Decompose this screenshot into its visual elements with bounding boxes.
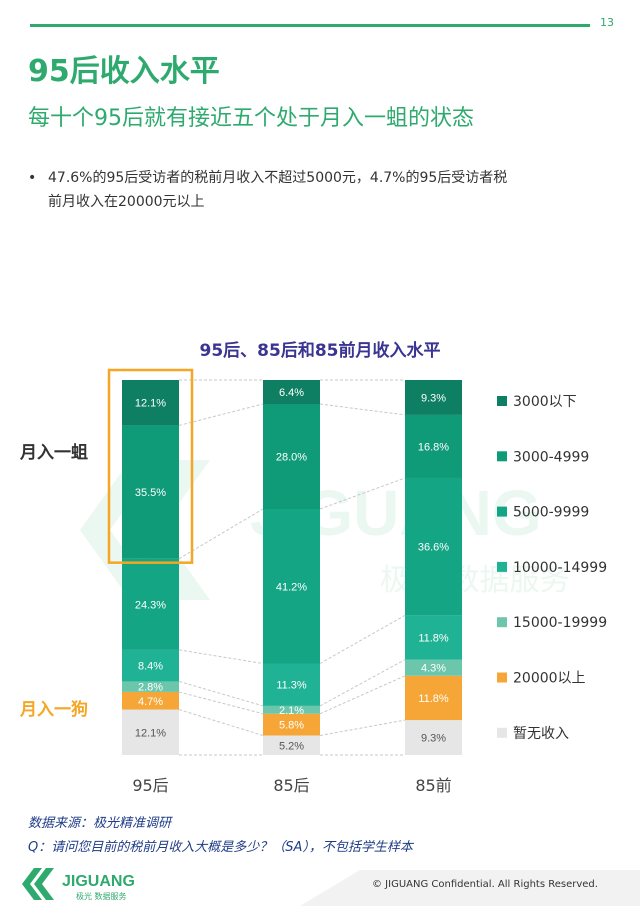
footer-bar	[0, 870, 640, 906]
bar-segment	[405, 477, 462, 616]
data-label: 2.1%	[279, 705, 304, 717]
legend-swatch	[497, 727, 507, 738]
page-title: 95后收入水平	[28, 54, 220, 89]
bar-segment	[263, 705, 320, 714]
legend-swatch	[497, 617, 507, 628]
bar-segment	[122, 649, 179, 682]
legend-swatch	[497, 396, 507, 406]
connector-line	[178, 691, 264, 715]
legend-label: 3000以下	[513, 394, 577, 410]
legend: 3000以下 3000-4999 5000-9999 10000-14999 15000…	[497, 394, 607, 742]
legend-swatch	[497, 451, 507, 462]
data-label: 12.1%	[135, 398, 166, 410]
bar-segment	[405, 659, 462, 676]
data-label: 28.0%	[276, 452, 307, 464]
bullet-dot-icon: •	[28, 170, 37, 186]
logo-subtext: 极光 数据服务	[76, 891, 127, 901]
annotation-yiqu: 月入一蛆	[19, 443, 88, 463]
highlight-box	[107, 368, 194, 564]
bar-segment	[405, 414, 462, 478]
legend-label: 3000-4999	[513, 449, 589, 465]
data-label: 8.4%	[138, 661, 163, 673]
connector-line	[319, 675, 406, 715]
bullet-line-1: 47.6%的95后受访者的税前月收入不超过5000元，4.7%的95后受访者税	[48, 170, 508, 186]
bar-segment	[122, 380, 179, 426]
bar-segment	[263, 404, 320, 509]
data-label: 4.3%	[421, 663, 446, 675]
data-label: 12.1%	[135, 727, 166, 739]
bar-segment	[122, 558, 179, 650]
bar-segment	[122, 681, 179, 692]
bar-segment	[405, 615, 462, 660]
data-label: 2.8%	[138, 682, 163, 694]
legend-label: 暂无收入	[513, 726, 569, 742]
income-chart: 95后、85后和85前月收入水平 12.1% 4.7% 2.8% 8.4% 24.3% 3…	[19, 340, 607, 795]
legend-swatch	[497, 672, 507, 683]
bar-segment	[122, 709, 179, 755]
connector-line	[319, 477, 406, 510]
data-label: 5.2%	[279, 740, 304, 752]
bar-segment	[405, 380, 462, 415]
chart-title: 95后、85后和85前月收入水平	[200, 340, 441, 361]
bullet-line-2: 前月收入在20000元以上	[48, 194, 205, 210]
bar-segment	[405, 720, 462, 755]
top-divider	[30, 24, 590, 27]
legend-label: 15000-19999	[513, 615, 607, 631]
data-label: 11.8%	[418, 633, 449, 645]
data-label: 5.8%	[279, 720, 304, 732]
data-source: 数据来源：极光精准调研	[28, 816, 172, 831]
page-number: 13	[600, 16, 614, 29]
bar-segment	[263, 735, 320, 755]
legend-swatch	[497, 561, 507, 572]
connector-line	[178, 403, 264, 426]
bar-segment	[122, 691, 179, 710]
bar-segment	[405, 675, 462, 721]
data-label: 4.7%	[138, 696, 163, 708]
bar-segment	[263, 509, 320, 664]
copyright: © JIGUANG Confidential. All Rights Reser…	[372, 879, 598, 890]
x-tick-label: 85后	[273, 776, 309, 795]
data-label: 9.3%	[421, 392, 446, 404]
logo-icon	[22, 868, 54, 900]
annotation-yigou: 月入一狗	[19, 699, 88, 720]
bar-segment	[263, 663, 320, 706]
connector-line	[178, 680, 264, 707]
data-label: 36.6%	[418, 542, 449, 554]
x-axis-labels: 95后 85后 85前	[132, 776, 451, 795]
connector-line	[319, 614, 406, 664]
x-tick-label: 85前	[415, 776, 451, 795]
data-label: 24.3%	[135, 599, 166, 611]
logo-text: JIGUANG	[62, 873, 135, 890]
data-label: 9.3%	[421, 733, 446, 745]
connector-line	[178, 649, 264, 664]
bar-stacks: 12.1% 4.7% 2.8% 8.4% 24.3% 35.5% 12.1% 5.2% 5.8%…	[122, 380, 462, 755]
bar-segment	[122, 425, 179, 559]
legend-label: 5000-9999	[513, 505, 589, 521]
bullet-text: 47.6%的95后受访者的税前月收入不超过5000元，4.7%的95后受访者税 …	[48, 166, 608, 214]
x-tick-label: 95后	[132, 776, 168, 795]
bar-segment	[263, 713, 320, 736]
page-subtitle: 每十个95后就有接近五个处于月入一蛆的状态	[28, 106, 474, 131]
connector-line	[319, 719, 406, 736]
data-label: 41.2%	[276, 581, 307, 593]
bar-segment	[263, 380, 320, 404]
data-label: 6.4%	[279, 387, 304, 399]
jiguang-logo: JIGUANG 极光 数据服务	[22, 868, 135, 901]
connector-line	[178, 709, 264, 736]
data-label: 11.3%	[276, 680, 307, 692]
connector-line	[319, 659, 406, 707]
data-label: 35.5%	[135, 487, 166, 499]
connector-line	[319, 403, 406, 416]
legend-swatch	[497, 506, 507, 517]
legend-label: 10000-14999	[513, 560, 607, 576]
data-label: 11.8%	[418, 693, 449, 705]
legend-label: 20000以上	[513, 671, 586, 687]
data-label: 16.8%	[418, 441, 449, 453]
survey-question: Q：请问您目前的税前月收入大概是多少？（SA），不包括学生样本	[28, 840, 413, 855]
